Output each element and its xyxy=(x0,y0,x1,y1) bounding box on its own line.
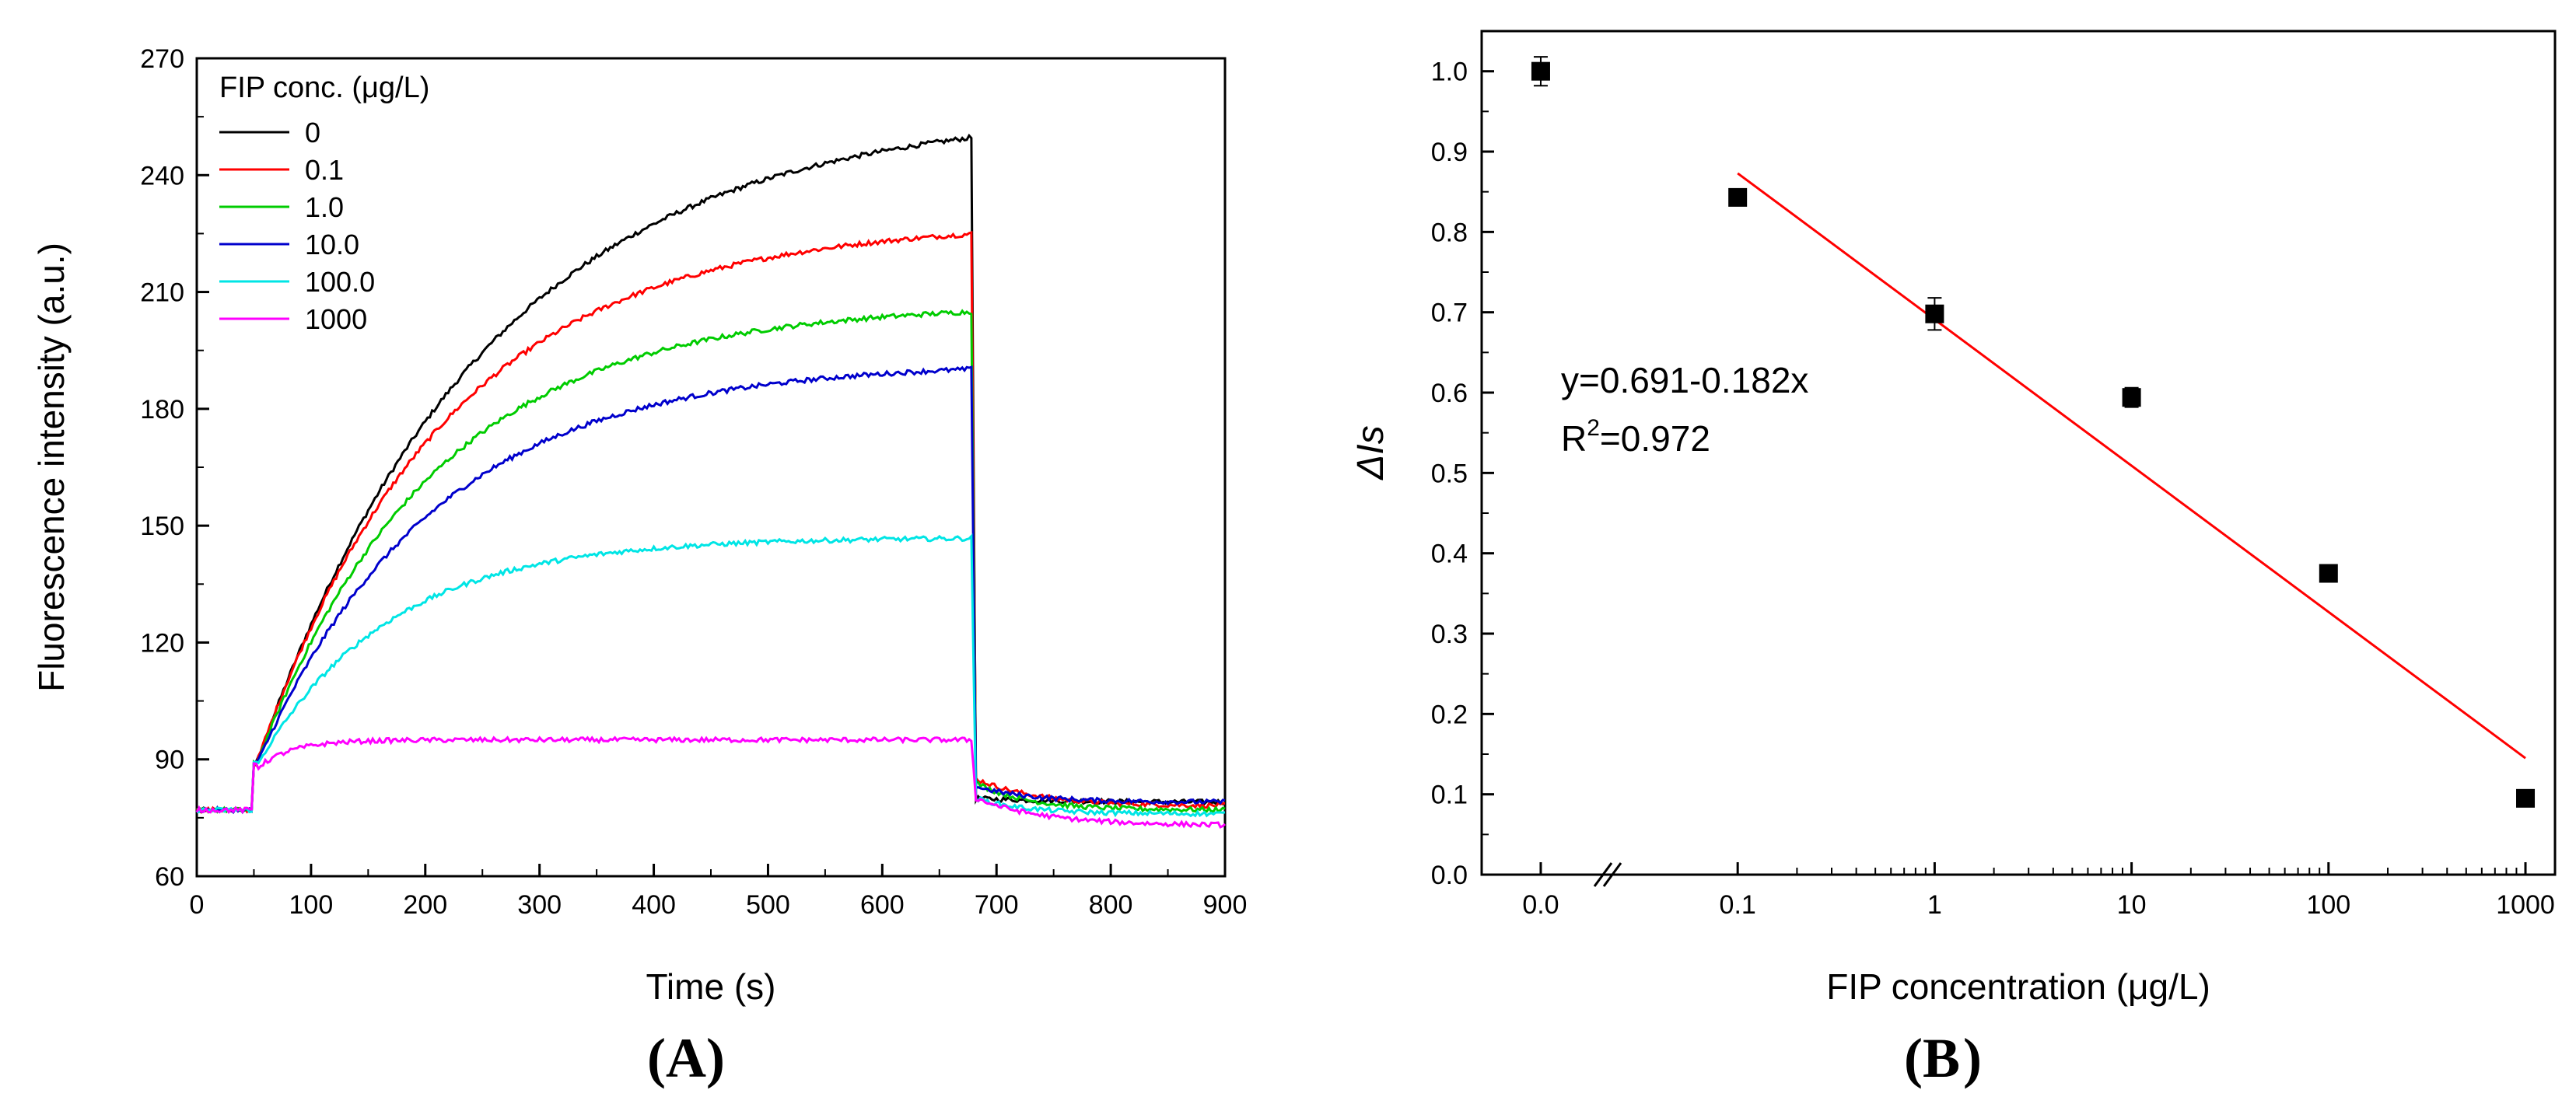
panel-b-x-tick-label: 1 xyxy=(1927,890,1942,920)
panel-b-y-tick-label: 0.5 xyxy=(1431,459,1468,488)
panel-b-r-squared-prefix: R xyxy=(1561,418,1587,459)
panel-b-data-point xyxy=(1531,61,1550,81)
panel-b-x-tick-label: 100 xyxy=(2306,890,2350,920)
panel-a-legend: FIP conc. (μg/L) 0 0.1 1.0 10.0 100.0 1000 xyxy=(219,72,429,335)
panel-b-fit-group xyxy=(1737,172,2526,760)
panel-a-x-tick-label: 0 xyxy=(190,890,205,920)
panel-b-y-tick-label: 0.2 xyxy=(1431,700,1468,729)
panel-a-y-tick-label: 210 xyxy=(140,278,184,308)
panel-a-series-line xyxy=(195,365,1226,815)
panel-a-legend-entry: 10.0 xyxy=(305,229,359,260)
panel-a-label-open-paren: ( xyxy=(647,1027,666,1089)
panel-a-ticks: 0 100 200 300 400 500 600 700 800 900 60 90 120 150 18… xyxy=(140,44,1247,920)
panel-b-data-point xyxy=(1925,304,1944,323)
panel-b-label: B xyxy=(1923,1027,1960,1089)
panel-a-y-tick-label: 60 xyxy=(155,862,184,892)
panel-b-x-tick-label: 0.1 xyxy=(1720,890,1756,920)
panel-b-ticks: 0.0 0.1 1 10 100 1000 0.0 0.1 0.2 0.3 0.4 0.5 0.6 0.7… xyxy=(1431,58,2555,920)
panel-a-x-tick-label: 100 xyxy=(289,890,334,920)
panel-b-r-squared-value: =0.972 xyxy=(1600,418,1710,459)
panel-a-series-line xyxy=(196,309,1226,814)
panel-b-y-tick-label: 0.9 xyxy=(1431,138,1468,167)
panel-a-chart: 0 100 200 300 400 500 600 700 800 900 60 90 120 150 18… xyxy=(31,44,1247,1089)
panel-b-data-point xyxy=(1728,187,1748,207)
panel-a-legend-entry: 1.0 xyxy=(305,191,344,223)
panel-a-y-axis-title: Fluorescence intensity (a.u.) xyxy=(31,243,72,692)
panel-b-x-tick-label: 1000 xyxy=(2496,890,2555,920)
panel-a-series-line xyxy=(196,533,1226,818)
panel-a-y-tick-label: 120 xyxy=(140,628,184,658)
panel-a-plot-frame xyxy=(195,57,1227,878)
panel-b-y-axis-title: ΔIs xyxy=(1350,425,1391,480)
panel-b-plot-frame xyxy=(1480,30,2557,876)
panel-b-y-tick-label: 0.6 xyxy=(1431,379,1468,408)
panel-a-legend-entry: 100.0 xyxy=(305,266,375,298)
panel-b-y-tick-label: 1.0 xyxy=(1431,58,1468,87)
panel-b-axis-break-mark xyxy=(1593,862,1613,887)
panel-b-y-tick-label: 0.7 xyxy=(1431,299,1468,328)
panel-a-x-tick-label: 900 xyxy=(1203,890,1248,920)
panel-a-label-close-paren: ) xyxy=(706,1027,725,1089)
panel-a-label: A xyxy=(666,1027,706,1089)
panel-a-legend-entry: 0 xyxy=(305,117,320,148)
panel-a-x-axis-title: Time (s) xyxy=(646,966,776,1007)
panel-b-label-open-paren: ( xyxy=(1904,1027,1923,1089)
panel-a-y-tick-label: 150 xyxy=(140,512,184,541)
panel-b-y-tick-label: 0.0 xyxy=(1431,861,1468,890)
panel-b-x-tick-label: 10 xyxy=(2117,890,2147,920)
panel-a-legend-entry: 0.1 xyxy=(305,154,344,186)
panel-b-chart: 0.0 0.1 1 10 100 1000 0.0 0.1 0.2 0.3 0.4 0.5 0.6 0.7… xyxy=(1350,30,2557,1089)
panel-a-y-tick-label: 270 xyxy=(140,44,184,74)
panel-b-y-tick-label: 0.8 xyxy=(1431,218,1468,247)
panel-a-x-tick-label: 600 xyxy=(860,890,905,920)
panel-a-legend-entry: 1000 xyxy=(305,303,367,335)
panel-b-r-squared: R2=0.972 xyxy=(1561,415,1710,459)
panel-b-r-squared-superscript: 2 xyxy=(1587,415,1600,441)
panel-b-points-group xyxy=(1531,56,2536,808)
panel-a-series-line xyxy=(195,735,1226,829)
panel-a-x-tick-label: 500 xyxy=(746,890,790,920)
panel-a-y-tick-label: 90 xyxy=(155,746,184,775)
panel-a-x-tick-label: 300 xyxy=(517,890,562,920)
panel-a-y-tick-label: 180 xyxy=(140,395,184,424)
panel-b-fit-equation: y=0.691-0.182x xyxy=(1561,360,1808,400)
panel-b-x-tick-label: 0.0 xyxy=(1522,890,1559,920)
panel-a-legend-title: FIP conc. (μg/L) xyxy=(219,72,429,104)
panel-a-x-tick-label: 400 xyxy=(632,890,676,920)
panel-b-data-point xyxy=(2122,388,2141,407)
panel-a-x-tick-label: 700 xyxy=(975,890,1019,920)
panel-b-y-tick-label: 0.3 xyxy=(1431,620,1468,649)
panel-b-data-point xyxy=(2516,788,2536,808)
panel-b-label-close-paren: ) xyxy=(1963,1027,1982,1089)
panel-a-x-tick-label: 800 xyxy=(1089,890,1133,920)
panel-b-data-point xyxy=(2319,564,2338,583)
panel-b-y-tick-label: 0.4 xyxy=(1431,540,1468,569)
panel-b-axis-break-mark xyxy=(1602,862,1622,887)
panel-b-x-axis-title: FIP concentration (μg/L) xyxy=(1826,966,2210,1007)
panel-b-fit-line xyxy=(1737,172,2526,760)
panel-a-series-group xyxy=(195,133,1226,829)
panel-a-y-tick-label: 240 xyxy=(140,161,184,190)
panel-b-y-tick-label: 0.1 xyxy=(1431,781,1468,810)
panel-a-x-tick-label: 200 xyxy=(403,890,447,920)
